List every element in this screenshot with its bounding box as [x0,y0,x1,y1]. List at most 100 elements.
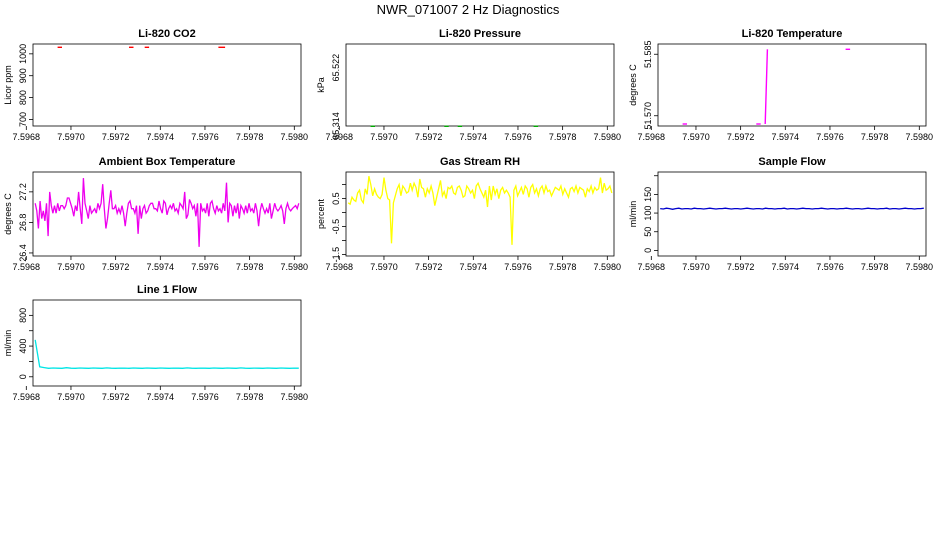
chart-title-pressure: Li-820 Pressure [439,28,521,40]
x-tick-label: 7.5976 [504,262,532,272]
x-tick-label: 7.5970 [57,392,85,402]
y-tick-label: 900 [18,68,28,83]
x-tick-label: 7.5978 [236,392,264,402]
x-tick-label: 7.5970 [682,132,710,142]
x-tick-label: 7.5978 [861,262,889,272]
series-line-rh [347,176,613,245]
figure-title: NWR_071007 2 Hz Diagnostics [377,2,560,17]
x-tick-label: 7.5976 [191,392,219,402]
x-tick-label: 7.5980 [281,392,309,402]
y-tick-label: 0.5 [331,192,341,205]
series-segment-temp [764,49,769,125]
x-tick-label: 7.5976 [191,262,219,272]
x-tick-label: 7.5978 [549,132,577,142]
series-line-ambient [34,178,300,247]
y-axis-label-ambient: degrees C [3,193,13,235]
y-tick-label: 1000 [18,44,28,64]
y-axis-label-pressure: kPa [316,77,326,93]
panels-group: Li-820 CO2 7.5968 7.5970 7.5972 7.5974 7.5976… [3,28,933,402]
x-tick-label: 7.5980 [906,132,934,142]
y-tick-label: 400 [18,339,28,354]
chart-panel-line1: Line 1 Flow 7.5968 7.5970 7.5972 7.5974 7.597… [3,284,308,402]
x-tick-label: 7.5974 [147,132,175,142]
x-tick-label: 7.5972 [727,262,755,272]
y-axis-label-co2: Licor ppm [3,65,13,105]
x-tick-label: 7.5978 [236,132,264,142]
x-tick-label: 7.5968 [13,392,41,402]
y-tick-label: 51.570 [643,102,653,130]
y-tick-label: -1.5 [331,247,341,263]
plot-frame-line1 [32,299,302,387]
plot-frame-ambient [32,171,302,257]
x-tick-label: 7.5978 [549,262,577,272]
plot-frame-temp [657,43,927,127]
x-tick-label: 7.5974 [147,262,175,272]
chart-panel-pressure: Li-820 Pressure 7.5968 7.5970 7.5972 7.5974 7… [316,28,621,142]
x-tick-label: 7.5974 [460,262,488,272]
series-line-line1 [34,339,299,369]
y-axis-label-temp: degrees C [628,64,638,106]
x-tick-label: 7.5980 [594,262,622,272]
y-tick-label: 800 [18,90,28,105]
x-tick-label: 7.5970 [370,262,398,272]
x-tick-label: 7.5970 [682,262,710,272]
x-tick-label: 7.5972 [415,132,443,142]
chart-title-rh: Gas Stream RH [440,156,520,168]
y-tick-label: -0.5 [331,219,341,235]
chart-panel-co2: Li-820 CO2 7.5968 7.5970 7.5972 7.5974 7.5976… [3,28,308,142]
y-axis-label-line1: ml/min [3,330,13,357]
x-tick-label: 7.5972 [727,132,755,142]
x-tick-label: 7.5972 [102,392,130,402]
x-tick-label: 7.5970 [370,132,398,142]
plot-frame-pressure [345,43,615,127]
x-tick-label: 7.5980 [594,132,622,142]
chart-title-line1: Line 1 Flow [137,284,197,296]
x-tick-label: 7.5968 [13,262,41,272]
x-tick-label: 7.5976 [191,132,219,142]
chart-panel-temp: Li-820 Temperature 7.5968 7.5970 7.5972 7.59… [628,28,933,142]
y-tick-label: 51.585 [643,40,653,68]
plot-frame-co2 [32,43,302,127]
x-tick-label: 7.5970 [57,262,85,272]
x-tick-label: 7.5972 [415,262,443,272]
x-tick-label: 7.5978 [236,262,264,272]
y-tick-label: 0 [643,248,653,253]
chart-panel-ambient: Ambient Box Temperature 7.5968 7.5970 7.597… [3,156,308,272]
x-tick-label: 7.5980 [281,132,309,142]
y-tick-label: 700 [18,112,28,127]
x-tick-label: 7.5968 [638,262,666,272]
plot-frame-sample [657,171,927,257]
x-tick-label: 7.5980 [906,262,934,272]
y-axis-label-sample: ml/min [628,201,638,228]
x-tick-label: 7.5976 [816,262,844,272]
x-tick-label: 7.5974 [460,132,488,142]
x-tick-label: 7.5978 [861,132,889,142]
x-tick-label: 7.5968 [13,132,41,142]
x-tick-label: 7.5974 [147,392,175,402]
x-tick-label: 7.5980 [281,262,309,272]
x-tick-label: 7.5968 [326,262,354,272]
y-tick-label: 150 [643,187,653,202]
x-tick-label: 7.5972 [102,262,130,272]
y-axis-label-rh: percent [316,198,326,229]
x-tick-label: 7.5968 [638,132,666,142]
series-line-sample [660,207,924,210]
y-tick-label: 50 [643,227,653,237]
chart-title-ambient: Ambient Box Temperature [99,156,236,168]
y-tick-label: 800 [18,308,28,323]
chart-title-co2: Li-820 CO2 [138,28,195,40]
y-tick-label: 27.2 [18,183,28,201]
x-tick-label: 7.5976 [504,132,532,142]
chart-title-temp: Li-820 Temperature [742,28,843,40]
chart-title-sample: Sample Flow [758,156,826,168]
x-tick-label: 7.5970 [57,132,85,142]
y-tick-label: 100 [643,206,653,221]
x-tick-label: 7.5974 [772,262,800,272]
y-tick-label: 0 [18,374,28,379]
plot-frame-rh [345,171,615,257]
x-tick-label: 7.5974 [772,132,800,142]
x-tick-label: 7.5968 [326,132,354,142]
y-tick-label: 65.314 [331,112,341,140]
x-tick-label: 7.5972 [102,132,130,142]
